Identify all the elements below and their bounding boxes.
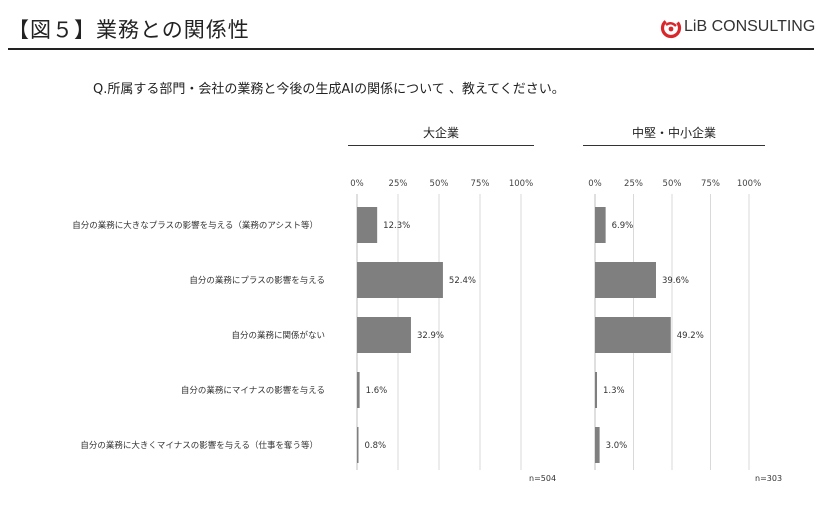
data-label-large-4: 0.8%: [365, 441, 387, 451]
tick-label-large-75: 75%: [471, 179, 490, 189]
data-label-large-2: 32.9%: [417, 331, 444, 341]
tick-label-sme-0: 0%: [588, 179, 602, 189]
tick-label-sme-100: 100%: [737, 179, 761, 189]
data-label-sme-4: 3.0%: [606, 441, 628, 451]
data-label-large-1: 52.4%: [449, 276, 476, 286]
bar-sme-1: [595, 262, 656, 298]
figure-title: 【図５】業務との関係性: [8, 18, 250, 42]
data-label-sme-1: 39.6%: [662, 276, 689, 286]
panel-rule-sme: [583, 145, 765, 146]
tick-label-large-25: 25%: [389, 179, 408, 189]
tick-label-sme-50: 50%: [663, 179, 682, 189]
bar-sme-4: [595, 427, 600, 463]
brand-logo: LiB CONSULTING: [660, 17, 820, 41]
panel-rule-large: [348, 145, 534, 146]
tick-label-large-50: 50%: [430, 179, 449, 189]
tick-label-large-100: 100%: [509, 179, 533, 189]
bar-sme-0: [595, 207, 606, 243]
bar-large-2: [357, 317, 411, 353]
tick-label-large-0: 0%: [350, 179, 364, 189]
sample-size-large: n=504: [529, 474, 557, 483]
sample-size-sme: n=303: [755, 474, 783, 483]
row-label-no-relation: 自分の業務に関係がない: [231, 331, 325, 341]
tick-label-sme-25: 25%: [624, 179, 643, 189]
title-underline: [8, 48, 814, 50]
bar-large-4: [357, 427, 359, 463]
panel-title-large: 大企業: [422, 126, 459, 140]
data-label-sme-0: 6.9%: [612, 221, 634, 231]
bar-sme-2: [595, 317, 671, 353]
data-label-large-0: 12.3%: [383, 221, 410, 231]
data-label-large-3: 1.6%: [366, 386, 388, 396]
tick-label-sme-75: 75%: [701, 179, 720, 189]
row-label-big-minus: 自分の業務に大きくマイナスの影響を与える（仕事を奪う等）: [80, 441, 318, 451]
lib-consulting-logo-icon: [660, 17, 682, 39]
bar-sme-3: [595, 372, 598, 408]
row-label-big-plus: 自分の業務に大きなプラスの影響を与える（業務のアシスト等）: [72, 221, 318, 231]
bar-large-3: [357, 372, 360, 408]
data-label-sme-2: 49.2%: [677, 331, 704, 341]
panel-title-sme: 中堅・中小企業: [631, 126, 716, 140]
bar-large-1: [357, 262, 443, 298]
row-label-minus: 自分の業務にマイナスの影響を与える: [180, 386, 325, 396]
row-label-plus: 自分の業務にプラスの影響を与える: [189, 276, 325, 286]
brand-name: LiB CONSULTING: [684, 18, 816, 35]
survey-question: Q.所属する部門・会社の業務と今後の生成AIの関係について 、教えてください。: [93, 82, 565, 97]
data-label-sme-3: 1.3%: [603, 386, 625, 396]
bar-large-0: [357, 207, 378, 243]
